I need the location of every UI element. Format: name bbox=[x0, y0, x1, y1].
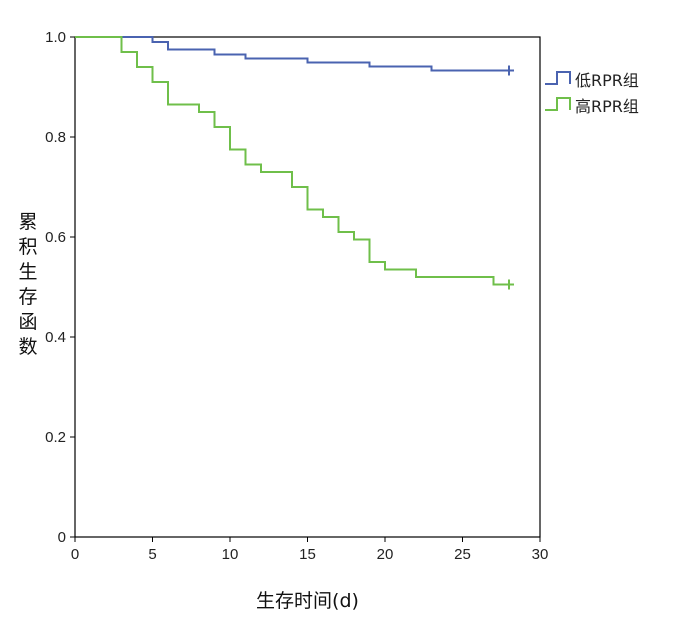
legend-item: 低RPR组 bbox=[545, 71, 639, 90]
y-tick-label: 0.2 bbox=[45, 429, 66, 446]
x-axis-title: 生存时间(d) bbox=[256, 590, 359, 612]
x-tick-label: 20 bbox=[377, 546, 394, 563]
x-tick-label: 5 bbox=[148, 546, 156, 563]
y-tick-label: 0.6 bbox=[45, 229, 66, 246]
x-tick-label: 15 bbox=[299, 546, 316, 563]
axis-ticks: 0 5 10 15 20 25 30 0 0.2 0.4 0.6 0.8 1.0 bbox=[45, 29, 548, 563]
series-line bbox=[75, 36, 509, 286]
legend-item: 高RPR组 bbox=[545, 97, 639, 116]
y-axis-title: 累积生存函数 bbox=[18, 211, 37, 358]
legend-swatch bbox=[545, 97, 571, 111]
censor-marker bbox=[504, 279, 514, 290]
series-layer bbox=[75, 36, 514, 290]
legend-label: 低RPR组 bbox=[575, 71, 639, 90]
series-2 bbox=[75, 36, 514, 290]
plot-axes bbox=[74, 36, 541, 538]
y-tick-label: 0.4 bbox=[45, 329, 66, 346]
plot-frame bbox=[74, 36, 541, 538]
series-1 bbox=[75, 36, 514, 76]
x-tick-label: 25 bbox=[454, 546, 471, 563]
y-tick-label: 0 bbox=[58, 529, 66, 546]
legend-swatch bbox=[545, 71, 571, 85]
y-tick-label: 0.8 bbox=[45, 129, 66, 146]
legend-label: 高RPR组 bbox=[575, 97, 639, 116]
series-line bbox=[75, 36, 509, 72]
censor-marker bbox=[504, 65, 514, 76]
x-tick-label: 10 bbox=[222, 546, 239, 563]
x-tick-label: 30 bbox=[532, 546, 549, 563]
y-tick-label: 1.0 bbox=[45, 29, 66, 46]
x-tick-label: 0 bbox=[71, 546, 79, 563]
